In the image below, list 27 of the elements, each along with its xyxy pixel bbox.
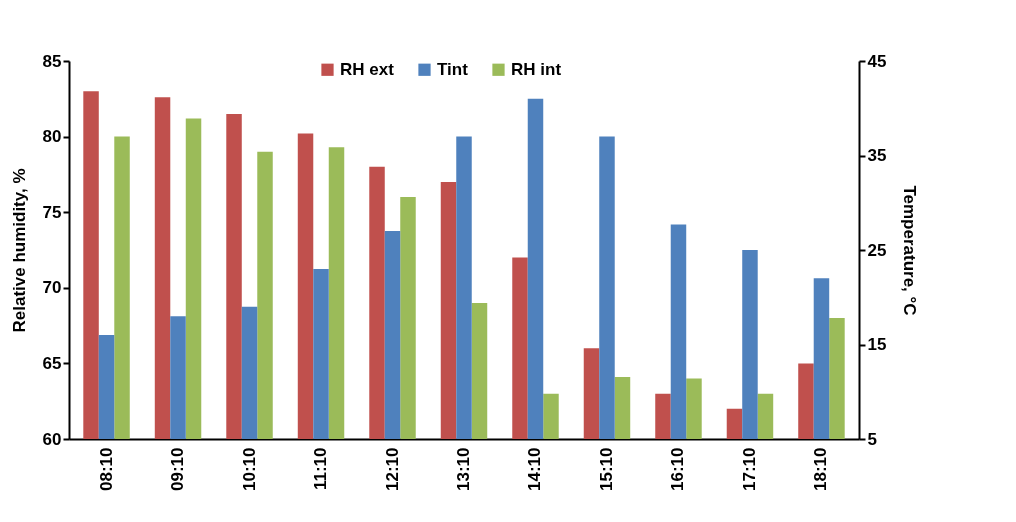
x-tick-label: 16:10 [668,447,688,491]
x-tick-label: 09:10 [168,447,188,491]
y2-tick-label: 5 [867,429,877,449]
x-tick-label: 15:10 [596,447,616,491]
x-tick-label: 11:10 [311,447,331,491]
legend-label: RH int [511,59,562,79]
x-tick-label: 12:10 [382,447,402,491]
y-tick-label: 85 [42,51,62,71]
y2-tick-label: 15 [867,335,887,354]
y-tick-label: 60 [42,429,62,449]
y-tick-label: 70 [42,278,62,298]
legend-label: RH ext [340,59,395,79]
x-tick-label: 14:10 [525,447,545,491]
x-tick-label: 10:10 [239,447,259,491]
y-tick-label: 80 [42,127,62,147]
x-tick-label: 18:10 [811,447,831,491]
y2-axis-title: Temperature, °C [900,185,920,316]
y2-tick-label: 35 [867,146,887,165]
y2-tick-label: 25 [867,240,887,260]
y-axis-title: Relative humidity, % [9,168,29,333]
y-tick-label: 65 [42,353,62,373]
legend-label: Tint [437,59,469,79]
y2-tick-label: 45 [867,51,887,71]
x-tick-label: 13:10 [454,447,473,491]
x-tick-label: 17:10 [739,447,759,491]
y-tick-label: 75 [42,202,62,222]
x-tick-label: 08:10 [96,447,116,491]
